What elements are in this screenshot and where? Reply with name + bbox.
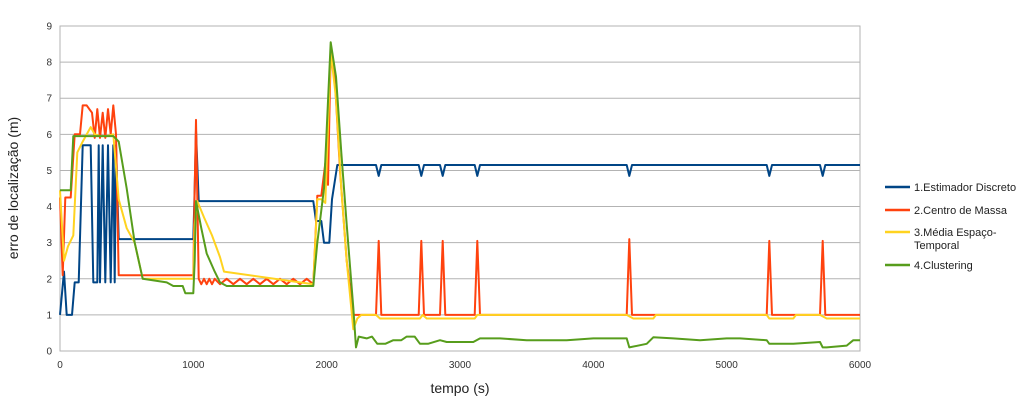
x-tick-label: 6000 (849, 360, 872, 371)
legend: 1.Estimador Discreto 2.Centro de Massa 3.M… (885, 182, 1016, 272)
y-tick-label: 0 (46, 347, 52, 358)
y-tick-label: 7 (46, 94, 52, 105)
legend-item-2: 2.Centro de Massa (885, 205, 1008, 217)
y-tick-label: 1 (46, 310, 52, 321)
x-tick-label: 5000 (716, 360, 739, 371)
y-tick-label: 2 (46, 274, 52, 285)
legend-item-1: 1.Estimador Discreto (885, 182, 1016, 194)
grid-lines (60, 25, 860, 352)
plot-frame (59, 25, 861, 352)
x-tick-label: 3000 (449, 360, 472, 371)
series-line-1 (59, 129, 860, 316)
x-tick-label: 1000 (182, 360, 205, 371)
y-tick-label: 5 (46, 166, 52, 177)
legend-item-4: 4.Clustering (885, 260, 973, 272)
y-tick-label: 8 (46, 58, 52, 69)
legend-label: 4.Clustering (914, 260, 973, 272)
legend-item-3: 3.Média Espaço-Temporal (885, 227, 997, 252)
series-line-2 (59, 50, 860, 316)
legend-label: 3.Média Espaço- (914, 227, 997, 239)
x-tick-labels: 0 1000 2000 3000 4000 5000 6000 (57, 360, 871, 371)
legend-label: Temporal (914, 240, 959, 252)
x-tick-label: 2000 (316, 360, 339, 371)
x-axis-title: tempo (s) (430, 380, 489, 396)
y-axis-title: erro de localização (m) (5, 117, 21, 259)
legend-label: 2.Centro de Massa (914, 205, 1008, 217)
y-tick-label: 9 (46, 22, 52, 33)
y-tick-labels: 0 1 2 3 4 5 6 7 8 9 (46, 22, 52, 358)
series-line-3 (59, 50, 860, 331)
x-tick-label: 0 (57, 360, 63, 371)
x-tick-label: 4000 (582, 360, 605, 371)
series-line-4 (60, 41, 860, 349)
y-tick-label: 3 (46, 238, 52, 249)
y-tick-label: 6 (46, 130, 52, 141)
series-lines (59, 41, 860, 349)
y-tick-label: 4 (46, 202, 52, 213)
legend-label: 1.Estimador Discreto (914, 182, 1016, 194)
